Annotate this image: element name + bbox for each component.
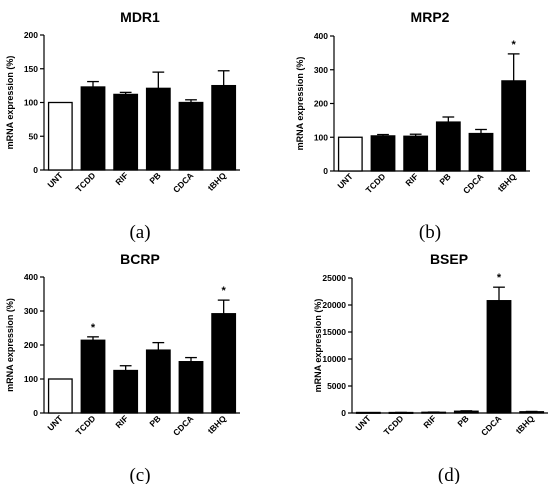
x-tick-label-rif: RIF xyxy=(403,171,420,188)
y-axis-label: mRNA expression (%) xyxy=(295,57,305,151)
x-tick-label-pb: PB xyxy=(437,171,452,186)
y-tick-label: 150 xyxy=(24,64,38,74)
y-tick-label: 0 xyxy=(33,408,38,418)
x-tick-label-rif: RIF xyxy=(113,413,130,430)
x-tick-label-cdca: CDCA xyxy=(479,413,503,437)
x-tick-label-unt: UNT xyxy=(335,171,355,191)
x-tick-label-tbhq: tBHQ xyxy=(514,413,537,436)
y-tick-label: 0 xyxy=(33,165,38,175)
x-tick-label-tbhq: tBHQ xyxy=(206,413,229,436)
bar-rif xyxy=(113,93,139,171)
chart-panel-mdr1: MDR1 mRNA expression (%) 0 50 100 150 200 UNT TC… xyxy=(5,9,240,243)
y-tick-label: 20000 xyxy=(322,300,346,310)
bar-tcdd xyxy=(80,86,106,171)
x-tick-label-unt: UNT xyxy=(45,170,65,190)
bar-pb xyxy=(435,121,461,172)
significance-star: * xyxy=(222,285,227,297)
chart-title: MRP2 xyxy=(411,9,450,25)
chart-panel-bsep: BSEP mRNA expression (%) 0 5000 10000 15000 20… xyxy=(313,251,548,484)
bar-cdca xyxy=(468,132,494,172)
panel-label: (d) xyxy=(438,465,460,484)
x-tick-label-pb: PB xyxy=(455,413,470,428)
y-tick-label: 0 xyxy=(323,166,328,176)
x-tick-label-pb: PB xyxy=(147,413,162,428)
bar-cdca xyxy=(178,361,204,414)
bar-unt xyxy=(47,378,73,414)
bar-unt xyxy=(337,136,363,172)
chart-panel-mrp2: MRP2 mRNA expression (%) 0 100 200 300 400 UNT T… xyxy=(295,9,530,243)
x-tick-label-unt: UNT xyxy=(45,413,65,433)
significance-star: * xyxy=(91,322,96,334)
y-tick-label: 100 xyxy=(24,374,38,384)
x-tick-label-cdca: CDCA xyxy=(461,171,485,195)
bar-tbhq xyxy=(501,80,527,172)
x-tick-label-rif: RIF xyxy=(421,413,438,430)
y-tick-label: 200 xyxy=(314,99,328,109)
bar-pb xyxy=(453,410,479,414)
y-tick-label: 200 xyxy=(24,30,38,40)
bar-tbhq xyxy=(211,84,237,171)
chart-title: BCRP xyxy=(120,251,160,267)
x-tick-label-cdca: CDCA xyxy=(171,413,195,437)
panel-label: (b) xyxy=(419,222,441,243)
x-tick-label-tcdd: TCDD xyxy=(74,170,98,194)
bar-pb xyxy=(145,349,171,414)
bar-rif xyxy=(113,369,139,414)
y-tick-label: 300 xyxy=(314,65,328,75)
x-tick-label-tbhq: tBHQ xyxy=(206,170,229,193)
y-axis-label: mRNA expression (%) xyxy=(313,299,323,393)
y-axis-label: mRNA expression (%) xyxy=(5,56,15,150)
y-tick-label: 200 xyxy=(24,340,38,350)
chart-title: MDR1 xyxy=(120,9,160,25)
y-tick-label: 10000 xyxy=(322,354,346,364)
x-tick-label-tbhq: tBHQ xyxy=(496,171,519,194)
y-tick-label: 100 xyxy=(24,98,38,108)
chart-title: BSEP xyxy=(430,251,468,267)
significance-star: * xyxy=(512,39,517,51)
x-tick-label-unt: UNT xyxy=(353,413,373,433)
y-tick-label: 15000 xyxy=(322,327,346,337)
x-tick-label-tcdd: TCDD xyxy=(74,413,98,437)
bar-tcdd xyxy=(370,135,396,172)
y-tick-label: 0 xyxy=(341,408,346,418)
bar-cdca xyxy=(486,300,512,414)
x-tick-label-tcdd: TCDD xyxy=(382,413,406,437)
x-tick-label-rif: RIF xyxy=(113,170,130,187)
bar-rif xyxy=(403,135,429,172)
chart-panel-bcrp: BCRP mRNA expression (%) 0 100 200 300 400 UNT *… xyxy=(5,251,240,484)
y-tick-label: 300 xyxy=(24,306,38,316)
bar-unt xyxy=(355,411,381,414)
x-tick-label-tcdd: TCDD xyxy=(364,171,388,195)
x-tick-label-cdca: CDCA xyxy=(171,170,195,194)
y-tick-label: 100 xyxy=(314,132,328,142)
significance-star: * xyxy=(497,272,502,284)
y-axis-label: mRNA expression (%) xyxy=(5,298,15,392)
bar-pb xyxy=(145,87,171,171)
y-tick-label: 5000 xyxy=(327,381,346,391)
bar-tcdd xyxy=(80,339,106,414)
x-tick-label-pb: PB xyxy=(147,170,162,185)
y-tick-label: 50 xyxy=(29,131,39,141)
panel-label: (a) xyxy=(129,222,150,243)
y-tick-label: 400 xyxy=(24,272,38,282)
bar-cdca xyxy=(178,101,204,171)
panel-label: (c) xyxy=(129,465,150,484)
y-tick-label: 25000 xyxy=(322,273,346,283)
y-tick-label: 400 xyxy=(314,31,328,41)
bar-tbhq xyxy=(211,313,237,414)
bar-unt xyxy=(47,101,73,171)
